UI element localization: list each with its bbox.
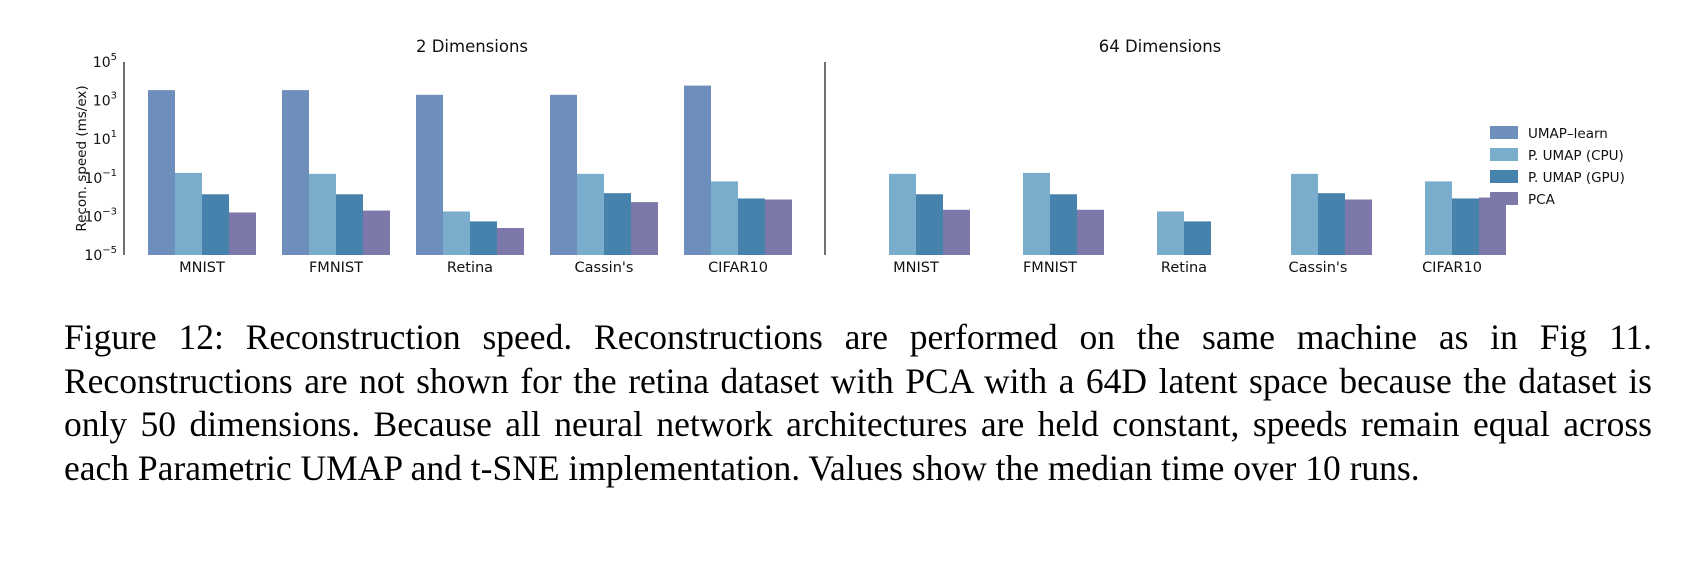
x-tick-label: MNIST bbox=[893, 260, 939, 276]
bar bbox=[1077, 209, 1104, 255]
panel-title: 64 Dimensions bbox=[1099, 37, 1222, 56]
bar bbox=[738, 198, 765, 255]
bar bbox=[577, 173, 604, 255]
bar bbox=[1345, 199, 1372, 255]
bar bbox=[282, 90, 309, 255]
chart-canvas: 105 103 101 10−1 10−3 10−5 Recon. speed (ms/ex… bbox=[74, 37, 1625, 276]
bar bbox=[1157, 211, 1184, 255]
bar bbox=[1291, 173, 1318, 255]
y-tick-label: 105 bbox=[93, 52, 117, 71]
bar bbox=[1184, 221, 1211, 255]
reconstruction-speed-chart: 105 103 101 10−1 10−3 10−5 Recon. speed (ms/ex… bbox=[74, 37, 1625, 276]
bar bbox=[1050, 194, 1077, 255]
legend-label: P. UMAP (GPU) bbox=[1528, 170, 1625, 186]
bar bbox=[202, 194, 229, 255]
bar bbox=[1479, 197, 1506, 255]
bar bbox=[470, 221, 497, 255]
bar bbox=[916, 194, 943, 255]
y-tick-label: 10−3 bbox=[84, 206, 117, 225]
x-tick-label: MNIST bbox=[179, 260, 225, 276]
bar bbox=[631, 202, 658, 255]
x-tick-label: FMNIST bbox=[309, 260, 363, 276]
bar bbox=[336, 194, 363, 255]
figure-caption: Figure 12: Reconstruction speed. Reconst… bbox=[64, 317, 1652, 488]
bar bbox=[416, 94, 443, 255]
legend-label: P. UMAP (CPU) bbox=[1528, 148, 1624, 164]
legend-swatch bbox=[1490, 148, 1518, 161]
legend-swatch bbox=[1490, 192, 1518, 205]
bar bbox=[1318, 193, 1345, 255]
x-tick-label: Cassin's bbox=[1289, 260, 1348, 276]
bar bbox=[363, 210, 390, 255]
bar bbox=[443, 211, 470, 255]
x-tick-label: CIFAR10 bbox=[708, 260, 768, 276]
bar bbox=[1452, 198, 1479, 255]
bar bbox=[604, 193, 631, 255]
x-tick-label: Retina bbox=[447, 260, 493, 276]
y-tick-label: 101 bbox=[93, 129, 117, 148]
legend-label: PCA bbox=[1528, 192, 1556, 208]
bar bbox=[889, 173, 916, 255]
bar bbox=[148, 90, 175, 255]
y-axis-label: Recon. speed (ms/ex) bbox=[74, 85, 90, 231]
bar bbox=[1425, 181, 1452, 255]
bar bbox=[550, 94, 577, 255]
bar bbox=[943, 209, 970, 255]
x-tick-label: CIFAR10 bbox=[1422, 260, 1482, 276]
y-tick-label: 103 bbox=[93, 91, 117, 110]
bar bbox=[309, 173, 336, 255]
legend-label: UMAP–learn bbox=[1528, 126, 1608, 142]
bar bbox=[229, 212, 256, 255]
panel-title: 2 Dimensions bbox=[416, 37, 528, 56]
x-tick-label: Cassin's bbox=[575, 260, 634, 276]
y-tick-label: 10−5 bbox=[84, 245, 117, 264]
legend-swatch bbox=[1490, 126, 1518, 139]
x-tick-label: FMNIST bbox=[1023, 260, 1077, 276]
x-tick-label: Retina bbox=[1161, 260, 1207, 276]
bar bbox=[1023, 172, 1050, 255]
bar bbox=[497, 228, 524, 255]
bar bbox=[765, 199, 792, 255]
bar bbox=[684, 85, 711, 255]
bar bbox=[175, 172, 202, 255]
bar bbox=[711, 181, 738, 255]
legend-swatch bbox=[1490, 170, 1518, 183]
y-tick-label: 10−1 bbox=[84, 168, 117, 187]
